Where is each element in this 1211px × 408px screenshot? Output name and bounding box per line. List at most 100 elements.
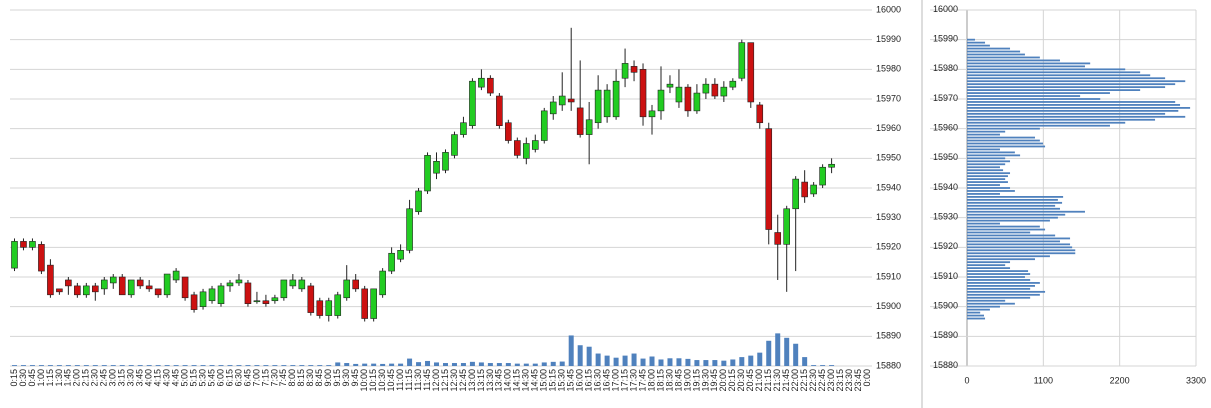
- x-tick-label: 7:30: [269, 369, 279, 387]
- y-tick-label: 15910: [933, 271, 958, 281]
- volume-bar: [802, 357, 808, 366]
- profile-bar: [967, 317, 986, 320]
- x-tick-label: 8:00: [287, 369, 297, 387]
- profile-bar: [967, 234, 1056, 237]
- candle-body: [738, 42, 746, 79]
- x-tick-label: 9:15: [332, 369, 342, 387]
- candle-body: [720, 86, 728, 97]
- y-tick-label: 15970: [933, 93, 958, 103]
- x-tick-label: 6:30: [233, 369, 243, 387]
- volume-bar: [523, 363, 529, 366]
- profile-bar: [967, 145, 1046, 148]
- candle-body: [433, 161, 440, 174]
- volume-bar: [65, 365, 71, 366]
- candle-body: [540, 110, 548, 141]
- x-tick-label: 15:45: [566, 369, 576, 392]
- x-tick-label: 16:15: [584, 369, 594, 392]
- profile-bar: [967, 190, 1015, 192]
- candle-body: [657, 89, 665, 112]
- profile-bar: [967, 198, 1058, 201]
- profile-bar: [967, 219, 1050, 222]
- candle-body: [693, 92, 701, 112]
- candle-body: [334, 294, 342, 316]
- x-tick-label: 10:45: [386, 369, 396, 392]
- x-tick-label: 23:45: [853, 369, 863, 392]
- profile-bar: [967, 166, 1000, 169]
- x-tick-label: 17:30: [628, 369, 638, 392]
- profile-bar: [967, 216, 1058, 219]
- volume-bar: [685, 358, 691, 366]
- volume-bar: [308, 365, 314, 366]
- volume-bar: [451, 363, 457, 366]
- x-tick-label: 14:30: [521, 369, 531, 392]
- x-tick-label: 4:45: [170, 369, 180, 387]
- y-tick-label: 15940: [876, 182, 901, 192]
- candle-body: [370, 288, 377, 319]
- volume-bar: [101, 365, 107, 366]
- candle-body: [127, 279, 135, 296]
- x-tick-label: 5:45: [206, 369, 216, 387]
- profile-bar: [967, 181, 1008, 183]
- volume-bar: [146, 365, 152, 366]
- x-tick-label: 1100: [1034, 375, 1053, 385]
- profile-bar: [967, 287, 1031, 290]
- x-tick-label: 23:15: [835, 369, 845, 392]
- y-tick-label: 15930: [933, 212, 958, 222]
- candle-body: [612, 80, 620, 118]
- profile-bar: [967, 74, 1151, 77]
- candle-body: [666, 83, 674, 88]
- profile-bar: [967, 207, 1060, 210]
- candle-body: [828, 163, 835, 168]
- profile-bar: [967, 80, 1186, 83]
- volume-bar: [460, 363, 466, 366]
- profile-bar: [967, 65, 1085, 68]
- volume-bar: [83, 365, 89, 366]
- profile-bar: [967, 118, 1156, 121]
- profile-bar: [967, 124, 1110, 127]
- profile-bar: [967, 210, 1085, 213]
- x-tick-label: 19:45: [709, 369, 719, 392]
- profile-bar: [967, 276, 1025, 278]
- candle-body: [307, 285, 315, 313]
- x-tick-label: 8:30: [305, 369, 315, 387]
- profile-bar: [967, 107, 1191, 109]
- profile-bar: [967, 160, 1011, 163]
- x-tick-label: 11:00: [395, 369, 405, 391]
- x-tick-label: 10:15: [368, 369, 378, 392]
- profile-bar: [967, 243, 1071, 246]
- profile-bar: [967, 246, 1073, 249]
- candle-body: [531, 140, 539, 150]
- candle-body: [298, 279, 306, 290]
- candle-body: [29, 241, 36, 248]
- candle-body: [558, 95, 566, 106]
- profile-bar: [967, 204, 1056, 207]
- volume-bar: [649, 356, 655, 366]
- x-tick-label: 22:45: [817, 369, 827, 392]
- candle-body: [801, 181, 808, 198]
- volume-bar: [667, 358, 673, 366]
- volume-bar: [559, 361, 565, 366]
- candle-body: [289, 279, 297, 287]
- x-tick-label: 3:15: [117, 369, 127, 387]
- volume-bar: [487, 363, 493, 366]
- profile-bar: [967, 299, 1006, 302]
- x-tick-label: 21:00: [754, 369, 764, 392]
- x-tick-label: 9:30: [341, 369, 351, 387]
- volume-bar: [766, 340, 772, 366]
- volume-bar: [469, 361, 475, 366]
- x-tick-label: 2200: [1110, 375, 1130, 385]
- y-tick-label: 15890: [876, 331, 901, 341]
- profile-bar: [967, 83, 1176, 86]
- candle-body: [244, 282, 252, 304]
- volume-bar: [478, 362, 484, 366]
- volume-bar: [380, 363, 386, 366]
- x-tick-label: 18:00: [646, 369, 656, 392]
- y-tick-label: 16000: [933, 4, 958, 14]
- volume-bar: [236, 365, 242, 366]
- x-tick-label: 15:30: [557, 369, 567, 392]
- candle-body: [253, 300, 261, 303]
- profile-bar: [967, 264, 1006, 267]
- x-tick-label: 9:45: [350, 369, 360, 387]
- x-tick-label: 22:15: [799, 369, 809, 392]
- volume-bar: [290, 365, 296, 366]
